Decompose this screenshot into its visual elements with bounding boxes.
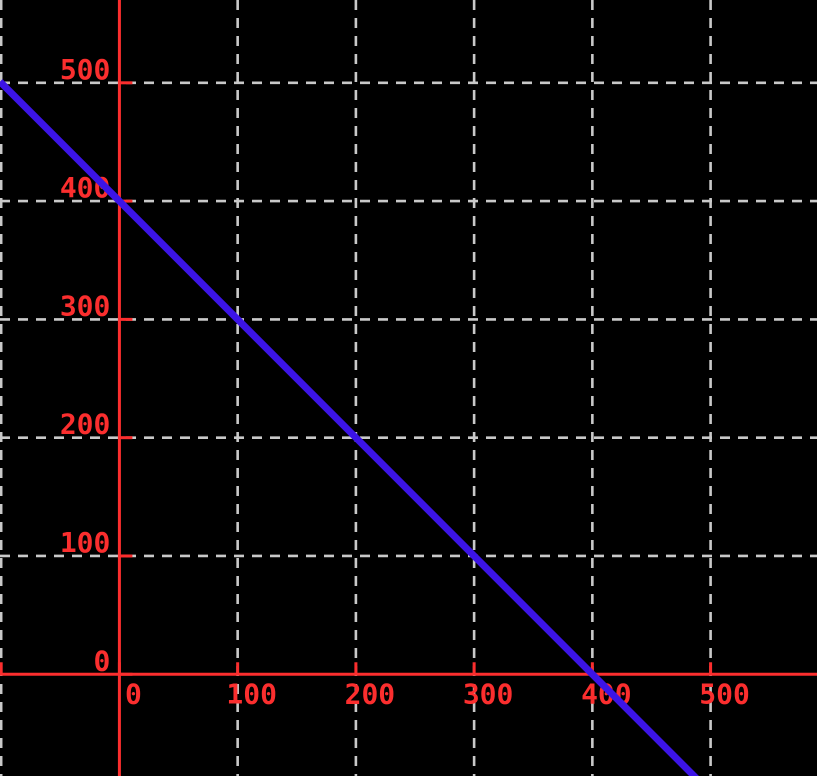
x-tick-label: 500 [699,677,750,710]
x-tick-label: 300 [463,677,514,710]
y-tick-label: 200 [60,408,111,441]
y-tick-label: 300 [60,289,111,322]
y-tick-label: 0 [94,644,111,677]
y-tick-label: 100 [60,526,111,559]
x-tick-label: 0 [125,677,142,710]
y-tick-label: 500 [60,53,111,86]
data-series-line [0,79,699,776]
x-tick-label: 100 [226,677,277,710]
x-tick-label: 200 [345,677,396,710]
